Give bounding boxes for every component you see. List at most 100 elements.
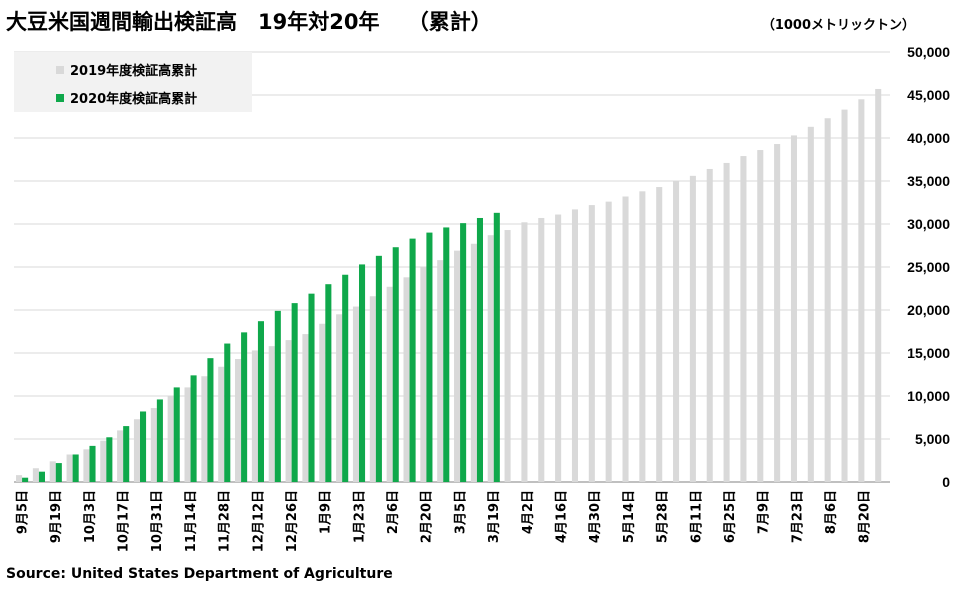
- legend-label-2019: 2019年度検証高累計: [70, 64, 198, 79]
- bar-2019: [352, 306, 360, 482]
- bar-2020: [140, 411, 147, 482]
- bar-2019: [201, 376, 208, 482]
- bar-2019: [302, 334, 309, 482]
- chart-title: 大豆米国週間輸出検証高 19年対20年 （累計）: [6, 10, 492, 34]
- x-tick-label: 11月28日: [218, 490, 233, 552]
- x-tick-label: 9月5日: [15, 490, 30, 534]
- legend: 2019年度検証高累計 2020年度検証高累計: [14, 52, 252, 112]
- y-tick-label: 40,000: [907, 130, 950, 146]
- bar-2020: [89, 445, 96, 482]
- bar-2020: [409, 238, 416, 482]
- bar-2019: [875, 88, 882, 482]
- x-tick-label: 7月9日: [757, 490, 772, 534]
- y-tick-label: 45,000: [907, 87, 950, 103]
- bar-2019: [639, 191, 646, 482]
- bar-2019: [403, 277, 410, 482]
- bar-2019: [235, 359, 242, 482]
- bar-2019: [117, 430, 124, 482]
- bar-2020: [257, 321, 264, 482]
- bar-2019: [454, 250, 461, 482]
- x-tick-label: 6月11日: [689, 490, 704, 543]
- bar-2019: [673, 181, 680, 482]
- bar-2020: [426, 232, 433, 482]
- legend-item-2019: 2019年度検証高累計: [56, 60, 197, 79]
- bar-2020: [38, 471, 45, 482]
- bar-2020: [493, 212, 500, 482]
- bar-2020: [241, 332, 248, 482]
- bar-2019: [319, 323, 326, 482]
- legend-item-2020: 2020年度検証高累計: [56, 88, 197, 107]
- x-tick-label: 1月9日: [319, 490, 334, 534]
- bar-2019: [133, 419, 141, 482]
- bar-2019: [622, 196, 629, 483]
- bar-2019: [504, 230, 511, 482]
- bar-2020: [342, 274, 349, 482]
- bar-2020: [443, 227, 450, 482]
- bar-2019: [538, 217, 545, 483]
- unit-label: （1000メトリックトン）: [761, 18, 915, 33]
- bar-2019: [83, 449, 90, 482]
- bar-2019: [66, 454, 73, 482]
- y-tick-label: 20,000: [907, 302, 950, 318]
- bar-2020: [22, 477, 29, 482]
- bar-2019: [386, 286, 393, 482]
- x-tick-label: 8月6日: [824, 490, 839, 534]
- bar-2020: [476, 217, 483, 483]
- bar-2020: [106, 437, 113, 482]
- bar-2019: [841, 109, 848, 483]
- bar-2019: [757, 150, 764, 483]
- bar-chart: 0 5,000 10,000 15,000 20,000 25,000 30,000 35,0…: [14, 44, 950, 552]
- legend-swatch-2019: [56, 65, 64, 74]
- bar-2020: [274, 310, 281, 482]
- x-tick-label: 6月25日: [723, 490, 738, 543]
- bar-2019: [706, 168, 713, 482]
- y-tick-label: 25,000: [907, 259, 950, 275]
- bar-2019: [369, 296, 376, 482]
- bar-2020: [224, 343, 231, 482]
- x-tick-label: 2月20日: [420, 490, 435, 543]
- x-tick-label: 5月14日: [622, 490, 637, 543]
- bar-2020: [291, 303, 298, 482]
- bars: [16, 88, 882, 483]
- bar-2019: [251, 350, 258, 482]
- bar-2020: [173, 387, 180, 482]
- x-tick-label: 10月3日: [83, 490, 98, 543]
- bar-2020: [308, 293, 315, 482]
- source-note: Source: United States Department of Agri…: [6, 566, 393, 582]
- bar-2020: [460, 223, 467, 482]
- bar-2019: [32, 468, 39, 482]
- x-tick-label: 9月19日: [49, 490, 64, 543]
- bar-2019: [790, 135, 798, 483]
- bar-2019: [285, 340, 292, 482]
- bar-2019: [184, 387, 191, 482]
- bar-2019: [723, 162, 730, 482]
- bar-2020: [156, 399, 163, 482]
- bar-2020: [392, 247, 399, 482]
- y-tick-label: 35,000: [907, 173, 950, 189]
- bar-2019: [807, 126, 814, 482]
- x-tick-label: 4月30日: [588, 490, 603, 543]
- bar-2020: [72, 454, 79, 482]
- bar-2019: [16, 475, 23, 482]
- y-tick-label: 0: [942, 474, 950, 490]
- bar-2019: [150, 408, 157, 482]
- bar-2019: [336, 314, 343, 482]
- bar-2019: [858, 99, 865, 483]
- bar-2019: [437, 260, 444, 482]
- y-tick-label: 5,000: [915, 431, 950, 447]
- x-axis-ticks: 9月5日 9月19日 10月3日 10月17日 10月31日 11月14日 11月28日 12…: [15, 490, 872, 552]
- x-tick-label: 12月26日: [285, 490, 300, 552]
- y-tick-label: 50,000: [907, 44, 950, 60]
- x-tick-label: 5月28日: [656, 490, 671, 543]
- bar-2020: [55, 463, 62, 482]
- x-tick-label: 11月14日: [184, 490, 199, 552]
- x-tick-label: 4月2日: [521, 490, 536, 534]
- bar-2019: [49, 461, 56, 482]
- legend-swatch-2020: [56, 93, 64, 102]
- bar-2019: [689, 175, 696, 482]
- bar-2019: [167, 396, 174, 482]
- bar-2019: [656, 187, 663, 482]
- bar-2020: [359, 264, 366, 482]
- bar-2019: [588, 205, 595, 482]
- y-tick-label: 10,000: [907, 388, 950, 404]
